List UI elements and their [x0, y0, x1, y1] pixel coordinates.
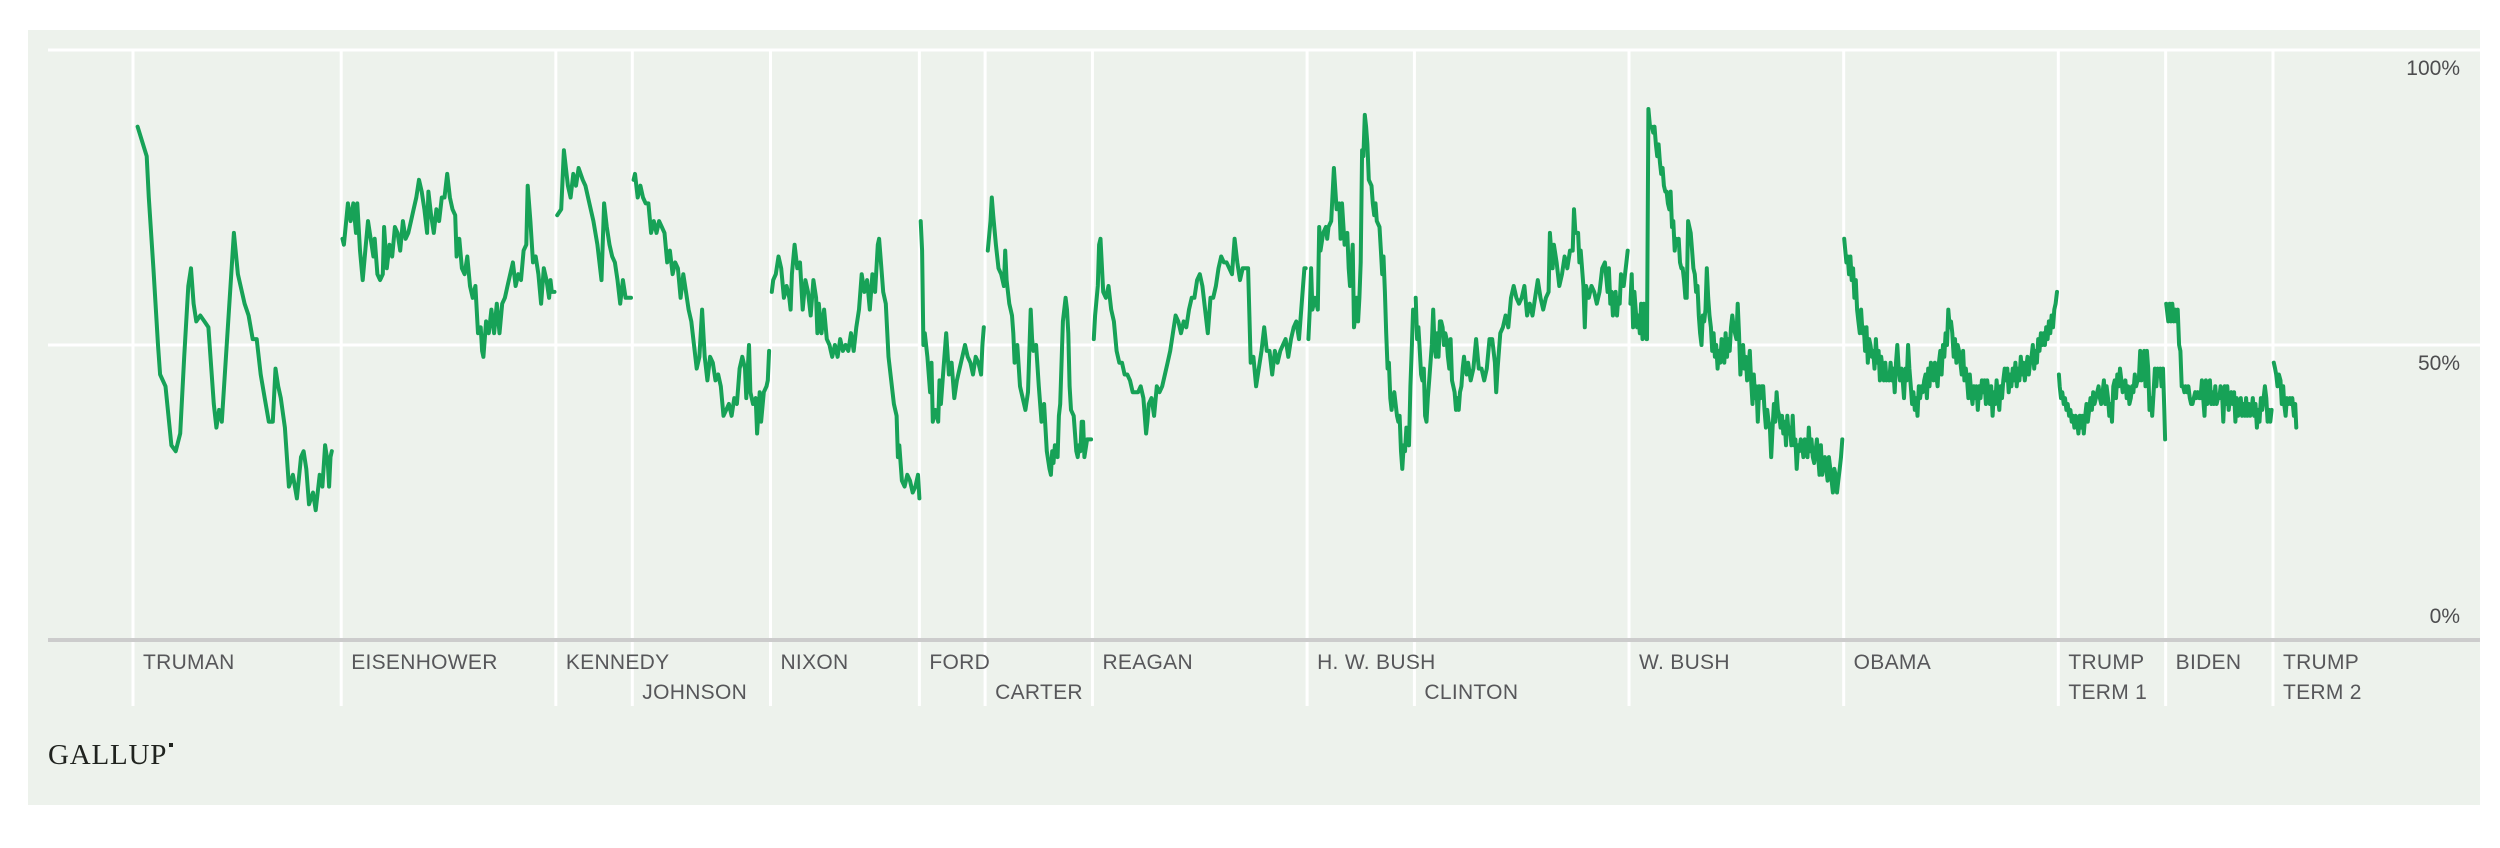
approval-line-nixon[interactable] — [769, 236, 922, 501]
president-label-obama: OBAMA — [1853, 651, 1932, 674]
approval-line-trump-term-2[interactable] — [2271, 360, 2299, 430]
y-tick-50: 50% — [2417, 352, 2460, 375]
approval-line-truman[interactable] — [135, 124, 334, 513]
approval-line-reagan[interactable] — [1091, 236, 1308, 436]
logo-trademark-dot — [169, 743, 174, 747]
approval-line-biden[interactable] — [2164, 301, 2274, 430]
president-label-biden: BIDEN — [2175, 651, 2242, 674]
approval-line-kennedy[interactable] — [555, 148, 633, 306]
president-label-kennedy: KENNEDY — [565, 651, 670, 674]
president-label-trump-term-1-line2: TERM 1 — [2068, 681, 2148, 704]
president-label-johnson: JOHNSON — [642, 681, 748, 704]
approval-line-eisenhower[interactable] — [340, 171, 557, 359]
approval-line-carter[interactable] — [985, 195, 1094, 477]
approval-line-w-bush[interactable] — [1628, 107, 1845, 495]
president-label-w-bush: W. BUSH — [1639, 651, 1730, 674]
president-label-reagan: REAGAN — [1102, 651, 1193, 674]
president-label-eisenhower: EISENHOWER — [351, 651, 498, 674]
y-tick-0: 0% — [2429, 605, 2460, 628]
approval-line-clinton[interactable] — [1413, 207, 1630, 424]
approval-line-johnson[interactable] — [631, 171, 772, 436]
president-label-nixon: NIXON — [780, 651, 849, 674]
president-label-truman: TRUMAN — [143, 651, 235, 674]
gallup-logo-text: GALLUP — [48, 739, 168, 771]
approval-line-ford[interactable] — [918, 219, 986, 424]
president-label-clinton: CLINTON — [1424, 681, 1519, 704]
approval-line-h-w-bush[interactable] — [1306, 112, 1416, 471]
approval-line-obama[interactable] — [1842, 236, 2059, 418]
y-tick-100: 100% — [2406, 57, 2460, 80]
president-label-carter: CARTER — [995, 681, 1083, 704]
president-label-trump-term-2-line2: TERM 2 — [2282, 681, 2362, 704]
president-label-trump-term-1: TRUMP — [2068, 651, 2145, 674]
president-label-trump-term-2: TRUMP — [2282, 651, 2360, 674]
gallup-logo: GALLUP — [48, 739, 174, 771]
president-label-h-w-bush: H. W. BUSH — [1317, 651, 1436, 674]
approval-line-trump-term-1[interactable] — [2056, 348, 2168, 442]
president-label-ford: FORD — [929, 651, 991, 674]
